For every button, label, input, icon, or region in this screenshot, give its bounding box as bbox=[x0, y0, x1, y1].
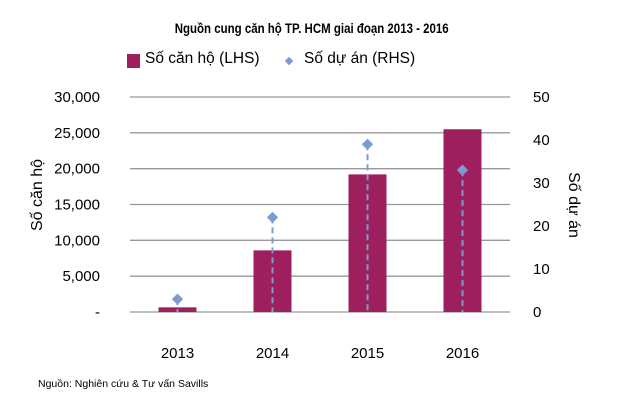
y-tick-right: 10 bbox=[533, 261, 550, 278]
source-note: Nguồn: Nghiên cứu & Tư vấn Savills bbox=[38, 378, 209, 390]
legend-label-bars: Số căn hộ (LHS) bbox=[145, 50, 260, 67]
y-tick-left: 5,000 bbox=[62, 268, 100, 285]
x-tick-label: 2015 bbox=[351, 345, 384, 362]
y-tick-left: 10,000 bbox=[54, 232, 100, 249]
y-tick-right: 30 bbox=[533, 175, 550, 192]
point-2013 bbox=[171, 293, 184, 305]
legend-label-dots: Số dự án (RHS) bbox=[304, 50, 416, 67]
x-tick-label: 2013 bbox=[161, 345, 194, 362]
y-tick-left: 20,000 bbox=[54, 161, 100, 178]
y-tick-right: 50 bbox=[533, 89, 550, 106]
y-tick-right: 20 bbox=[533, 218, 550, 235]
y-tick-left: 30,000 bbox=[54, 89, 100, 106]
y-tick-left: 15,000 bbox=[54, 197, 100, 214]
point-2015 bbox=[361, 138, 374, 150]
x-tick-label: 2014 bbox=[256, 345, 289, 362]
x-tick-label: 2016 bbox=[446, 345, 479, 362]
point-2014 bbox=[266, 211, 279, 224]
point-2016 bbox=[456, 164, 469, 176]
y-tick-left: - bbox=[95, 304, 100, 321]
legend-swatch-bar bbox=[127, 54, 140, 68]
y-tick-left: 25,000 bbox=[54, 125, 100, 142]
y-tick-right: 40 bbox=[533, 132, 550, 149]
chart-title: Nguồn cung căn hộ TP. HCM giai đoạn 2013… bbox=[174, 21, 449, 36]
legend-item-bars: Số căn hộ (LHS) bbox=[127, 50, 260, 68]
legend-item-dots: Số dự án (RHS) bbox=[284, 50, 416, 68]
y-tick-right: 0 bbox=[533, 304, 541, 321]
